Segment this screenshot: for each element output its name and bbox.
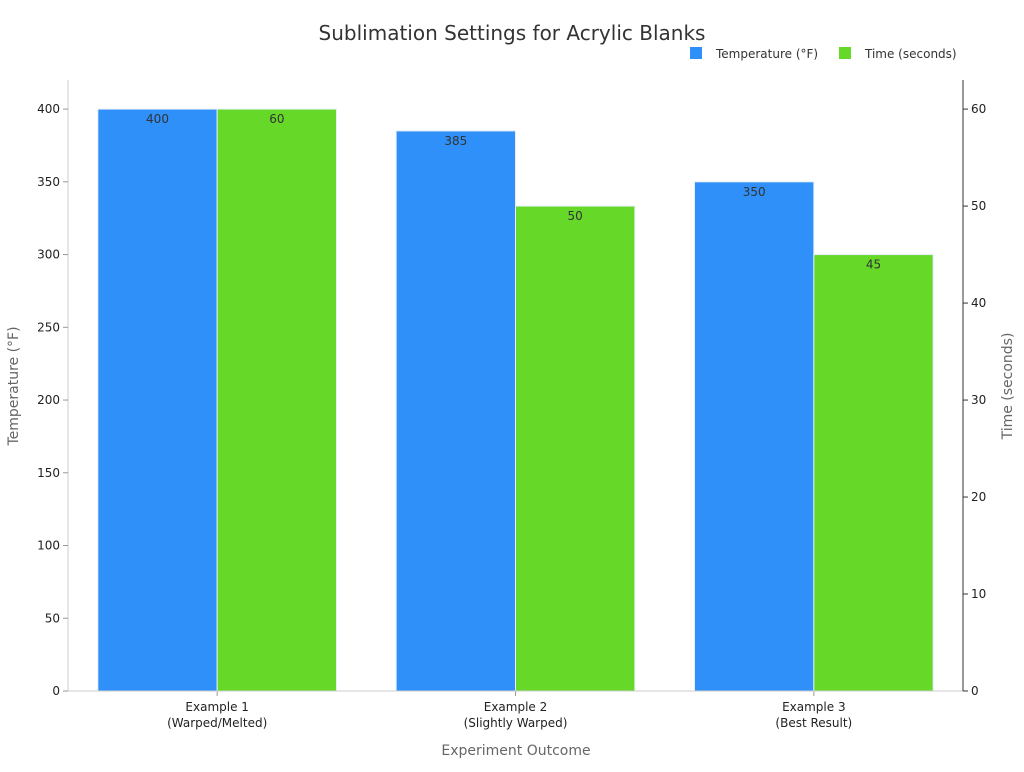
data-label: 45 bbox=[866, 258, 881, 272]
data-label: 60 bbox=[269, 112, 284, 126]
legend-label-temperature: Temperature (°F) bbox=[715, 47, 818, 61]
y2-tick-label: 10 bbox=[971, 587, 986, 601]
y-tick-label: 300 bbox=[37, 248, 60, 262]
bar-time bbox=[515, 205, 636, 692]
data-label: 400 bbox=[146, 112, 169, 126]
y2-axis-title: Time (seconds) bbox=[1000, 333, 1016, 441]
data-label: 350 bbox=[743, 185, 766, 199]
y2-tick-label: 60 bbox=[971, 102, 986, 116]
x-tick-label: Example 1 bbox=[185, 700, 249, 714]
x-tick-label: Example 2 bbox=[484, 700, 548, 714]
chart-title: Sublimation Settings for Acrylic Blanks bbox=[319, 21, 706, 45]
y-tick-label: 150 bbox=[37, 466, 60, 480]
y2-tick-label: 20 bbox=[971, 490, 986, 504]
data-label: 50 bbox=[568, 209, 583, 223]
bar-time bbox=[813, 254, 934, 692]
y-tick-label: 0 bbox=[52, 684, 60, 698]
x-axis-title: Experiment Outcome bbox=[441, 743, 590, 759]
bar-temperature bbox=[395, 130, 516, 692]
y2-tick-label: 40 bbox=[971, 296, 986, 310]
y-tick-label: 200 bbox=[37, 393, 60, 407]
y2-tick-label: 0 bbox=[971, 684, 979, 698]
legend-swatch-temperature bbox=[690, 47, 702, 59]
y-tick-label: 250 bbox=[37, 320, 60, 334]
data-label: 385 bbox=[444, 134, 467, 148]
legend-label-time: Time (seconds) bbox=[864, 47, 957, 61]
y-tick-label: 350 bbox=[37, 175, 60, 189]
legend-swatch-time bbox=[839, 47, 851, 59]
x-tick-label: (Best Result) bbox=[775, 716, 852, 730]
legend: Temperature (°F) Time (seconds) bbox=[690, 47, 957, 61]
x-tick-label: (Slightly Warped) bbox=[464, 716, 568, 730]
y2-tick-label: 50 bbox=[971, 199, 986, 213]
y2-tick-label: 30 bbox=[971, 393, 986, 407]
x-tick-label: Example 3 bbox=[782, 700, 846, 714]
bar-temperature bbox=[694, 181, 815, 692]
bar-time bbox=[216, 108, 338, 692]
y-axis-title: Temperature (°F) bbox=[6, 326, 22, 446]
y-tick-label: 50 bbox=[45, 611, 60, 625]
y-tick-label: 100 bbox=[37, 539, 60, 553]
bar-temperature bbox=[97, 108, 218, 692]
y-tick-label: 400 bbox=[37, 102, 60, 116]
x-tick-label: (Warped/Melted) bbox=[167, 716, 267, 730]
